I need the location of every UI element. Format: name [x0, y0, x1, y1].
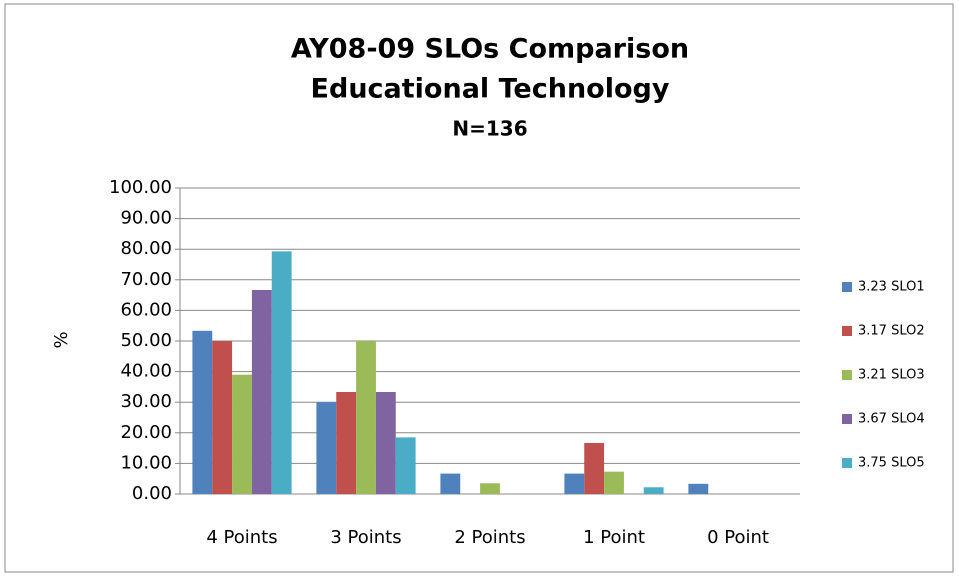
x-tick-label: 3 Points [330, 527, 401, 548]
x-tick-label: 1 Point [583, 527, 645, 548]
bar [440, 473, 461, 494]
chart-title: AY08-09 SLOs Comparison [291, 34, 689, 65]
bar [604, 471, 624, 494]
legend-label: 3.17 SLO2 [858, 324, 925, 339]
bar [584, 442, 605, 494]
y-tick-label: 90.00 [120, 208, 172, 229]
x-tick-label: 2 Points [454, 527, 525, 548]
legend-swatch [842, 282, 852, 292]
y-tick-label: 30.00 [120, 391, 172, 412]
chart-subtitle: N=136 [452, 117, 527, 141]
x-tick-label: 0 Point [707, 527, 769, 548]
y-axis-label: % [51, 331, 72, 348]
bar [232, 374, 252, 494]
bar [395, 437, 416, 494]
bar [356, 341, 376, 494]
bar [480, 483, 500, 494]
legend-swatch [842, 414, 852, 424]
legend-label: 3.23 SLO1 [858, 280, 925, 295]
chart-border [4, 3, 954, 573]
y-tick-label: 100.00 [109, 177, 172, 198]
y-tick-label: 0.00 [132, 483, 172, 504]
y-tick-label: 60.00 [120, 299, 172, 320]
y-tick-label: 70.00 [120, 269, 172, 290]
y-tick-label: 10.00 [120, 452, 172, 473]
bar [564, 473, 585, 494]
legend-swatch [842, 370, 852, 380]
bar [688, 483, 709, 494]
bar [336, 392, 357, 494]
bar [643, 487, 664, 494]
legend-swatch [842, 458, 852, 468]
bar [375, 392, 396, 494]
legend-label: 3.75 SLO5 [858, 456, 925, 471]
bar [212, 341, 233, 494]
legend-label: 3.21 SLO3 [858, 368, 925, 383]
y-tick-label: 50.00 [120, 330, 172, 351]
bar [316, 402, 337, 494]
y-tick-label: 80.00 [120, 238, 172, 259]
bar [192, 330, 213, 494]
bar [251, 289, 272, 494]
bar [271, 251, 292, 494]
y-tick-label: 20.00 [120, 422, 172, 443]
y-tick-label: 40.00 [120, 361, 172, 382]
legend-swatch [842, 326, 852, 336]
legend-label: 3.67 SLO4 [858, 412, 925, 427]
chart-title: Educational Technology [311, 74, 670, 105]
x-tick-label: 4 Points [206, 527, 277, 548]
